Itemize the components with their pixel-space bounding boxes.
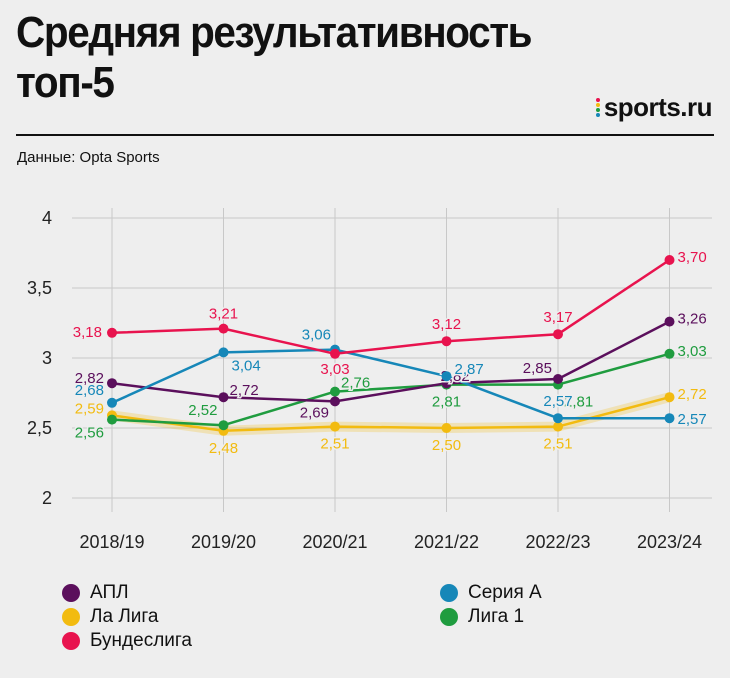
data-point [553,413,563,424]
data-label: 2,81 [564,394,593,411]
data-label: 3,04 [232,357,261,374]
data-source: Данные: Opta Sports [17,149,160,166]
brand-logo: sports.ru [594,92,713,123]
data-label: 2,56 [75,425,104,442]
legend-label: Серия А [468,582,542,603]
data-label: 3,03 [678,343,707,360]
x-tick-label: 2023/24 [637,532,702,552]
data-point [441,371,452,382]
data-label: 2,82 [75,370,104,387]
data-label: 2,48 [209,440,238,457]
chart-title: Средняя результативность топ-5 [16,8,568,108]
data-point [330,396,340,407]
data-point [330,348,340,359]
data-label: 3,03 [320,361,349,378]
y-tick-label: 3 [42,348,52,368]
data-label: 2,76 [341,375,370,392]
series-line [111,352,670,427]
data-point [664,413,675,424]
x-tick-label: 2020/21 [302,532,367,552]
x-tick-label: 2021/22 [414,532,479,552]
legend-item-ligue1: Лига 1 [440,606,524,628]
data-point [553,421,563,432]
data-point [664,316,675,327]
data-label: 2,72 [678,386,707,403]
legend-swatch [62,608,80,626]
data-label: 2,69 [300,404,329,421]
brand-dots-icon [594,96,602,120]
data-label: 2,52 [188,402,217,419]
data-label: 2,51 [320,436,349,453]
data-label: 2,51 [543,436,572,453]
data-point [664,255,675,265]
legend-swatch [440,608,458,626]
data-point [330,421,340,432]
data-label: 3,26 [678,311,707,328]
data-label: 3,17 [543,309,572,326]
data-point [107,378,117,389]
data-label: 2,57 [678,411,707,428]
x-tick-label: 2019/20 [191,532,256,552]
data-label: 3,18 [73,324,102,341]
data-label: 2,81 [432,394,461,411]
series-line [111,258,671,356]
data-label: 2,57 [543,393,572,410]
data-label: 3,06 [302,327,331,344]
y-tick-label: 2 [42,488,52,508]
data-point [441,423,452,433]
data-label: 2,68 [75,382,104,399]
series-line [111,320,671,403]
line-chart: 2 2,5 3 3,5 4 2018/19 2019/20 2020/21 2021/22 202… [27,208,712,552]
data-point [218,323,229,334]
y-tick-label: 2,5 [27,418,52,438]
legend-label: Лига 1 [468,606,525,627]
data-point [218,347,229,358]
legend-item-seriea: Серия А [440,582,542,604]
x-tick-label: 2018/19 [79,532,144,552]
data-point [330,386,340,397]
data-point [664,392,675,403]
data-point [107,397,117,408]
data-point [441,336,452,347]
legend-swatch [62,632,80,650]
data-point [441,378,452,389]
brand-name: sports.ru [603,92,713,122]
legend-swatch [62,584,80,602]
legend-swatch [440,584,458,602]
data-point [218,420,229,431]
legend-label: Ла Лига [90,606,159,627]
y-tick-label: 3,5 [27,278,52,298]
data-label: 3,70 [678,249,707,266]
x-tick-label: 2022/23 [525,532,590,552]
data-point [218,392,229,403]
series-line [111,395,670,433]
data-label: 3,21 [209,306,238,323]
series-line [111,348,670,420]
legend-item-apl: АПЛ [62,582,129,604]
header-divider [16,134,714,136]
data-label: 2,72 [230,382,259,399]
data-label: 2,50 [432,437,461,454]
data-point [553,329,563,340]
legend-label: Бундеслига [90,630,192,651]
y-tick-label: 4 [42,208,52,228]
title-line-1: Средняя результативность [16,8,533,57]
data-point [107,327,117,338]
data-point [664,348,675,359]
data-point [553,374,563,384]
data-point [107,414,117,425]
legend-label: АПЛ [90,582,129,603]
data-label: 2,87 [455,361,484,378]
legend-item-bundesliga: Бундеслига [62,630,192,652]
data-label: 2,59 [75,400,104,417]
title-line-2: топ-5 [16,58,115,107]
legend-item-laliga: Ла Лига [62,606,158,628]
data-label: 3,12 [432,316,461,333]
data-label: 2,85 [523,360,552,377]
